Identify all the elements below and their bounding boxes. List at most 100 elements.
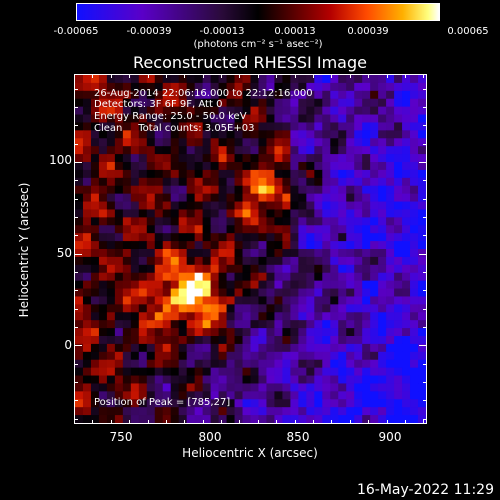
heatmap-pixel xyxy=(218,162,228,171)
heatmap-pixel xyxy=(194,177,204,187)
heatmap-pixel xyxy=(138,296,148,305)
heatmap-pixel xyxy=(75,122,84,131)
heatmap-pixel xyxy=(82,391,92,400)
heatmap-pixel xyxy=(210,343,220,353)
heatmap-pixel xyxy=(146,343,156,353)
heatmap-pixel xyxy=(306,90,315,100)
heatmap-pixel xyxy=(75,249,84,258)
heatmap-pixel xyxy=(242,75,252,84)
heatmap-pixel xyxy=(362,407,371,416)
heatmap-pixel xyxy=(146,106,156,116)
heatmap-pixel xyxy=(418,367,426,377)
heatmap-pixel xyxy=(242,177,252,187)
heatmap-pixel xyxy=(418,304,426,313)
heatmap-pixel xyxy=(330,201,339,211)
heatmap-pixel xyxy=(218,375,228,385)
heatmap-pixel xyxy=(122,75,132,84)
heatmap-pixel xyxy=(386,343,395,353)
heatmap-pixel xyxy=(242,82,252,92)
heatmap-pixel xyxy=(218,185,228,195)
heatmap-pixel xyxy=(202,154,212,163)
heatmap-pixel xyxy=(386,383,395,392)
heatmap-pixel xyxy=(410,122,419,131)
heatmap-pixel xyxy=(194,138,204,147)
heatmap-pixel xyxy=(370,75,379,84)
heatmap-pixel xyxy=(410,399,419,408)
heatmap-pixel xyxy=(234,185,244,195)
heatmap-pixel xyxy=(306,233,315,242)
heatmap-pixel xyxy=(298,359,307,369)
heatmap-pixel xyxy=(298,304,307,313)
heatmap-pixel xyxy=(370,138,379,147)
axis-tickmark xyxy=(423,180,427,182)
heatmap-pixel xyxy=(386,264,395,274)
heatmap-pixel xyxy=(354,391,363,400)
heatmap-pixel xyxy=(266,272,276,282)
heatmap-pixel xyxy=(258,272,268,282)
heatmap-pixel xyxy=(362,280,371,290)
axis-tickmark xyxy=(74,125,78,127)
heatmap-pixel xyxy=(114,312,124,321)
heatmap-pixel xyxy=(186,328,196,337)
heatmap-pixel xyxy=(194,201,204,211)
heatmap-pixel xyxy=(234,359,244,369)
axis-tickmark xyxy=(239,420,241,424)
heatmap-pixel xyxy=(194,75,204,84)
heatmap-pixel xyxy=(242,399,252,408)
heatmap-pixel xyxy=(402,233,411,242)
axis-tickmark xyxy=(404,420,406,424)
heatmap-pixel xyxy=(202,177,212,187)
heatmap-pixel xyxy=(82,209,92,218)
heatmap-pixel xyxy=(114,407,124,416)
heatmap-pixel xyxy=(234,320,244,329)
heatmap-pixel xyxy=(410,391,419,400)
heatmap-pixel xyxy=(282,217,291,226)
heatmap-pixel xyxy=(394,241,403,250)
heatmap-pixel xyxy=(314,280,323,290)
heatmap-pixel xyxy=(266,75,276,84)
heatmap-pixel xyxy=(194,185,204,195)
heatmap-pixel xyxy=(282,122,291,131)
heatmap-pixel xyxy=(386,209,395,218)
heatmap-pixel xyxy=(266,391,276,400)
heatmap-pixel xyxy=(146,407,156,416)
heatmap-pixel xyxy=(82,233,92,242)
heatmap-pixel xyxy=(114,90,124,100)
heatmap-pixel xyxy=(194,122,204,131)
heatmap-pixel xyxy=(306,359,315,369)
heatmap-pixel xyxy=(378,162,387,171)
heatmap-pixel xyxy=(418,193,426,203)
heatmap-pixel xyxy=(210,138,220,147)
heatmap-pixel xyxy=(138,154,148,163)
heatmap-pixel xyxy=(130,185,140,195)
heatmap-pixel xyxy=(186,304,196,313)
heatmap-pixel xyxy=(274,75,284,84)
heatmap-pixel xyxy=(362,256,371,266)
heatmap-pixel xyxy=(146,415,156,423)
heatmap-pixel xyxy=(402,359,411,369)
heatmap-pixel xyxy=(146,114,156,124)
heatmap-pixel xyxy=(250,106,260,116)
heatmap-pixel xyxy=(162,98,172,108)
heatmap-pixel xyxy=(218,399,228,408)
heatmap-pixel xyxy=(130,343,140,353)
heatmap-pixel xyxy=(338,336,347,345)
heatmap-pixel xyxy=(242,209,252,218)
heatmap-pixel xyxy=(218,122,228,131)
heatmap-pixel xyxy=(346,383,355,392)
heatmap-pixel xyxy=(290,114,299,124)
heatmap-pixel xyxy=(250,98,260,108)
heatmap-pixel xyxy=(202,114,212,124)
heatmap-pixel xyxy=(75,304,84,313)
heatmap-pixel xyxy=(314,399,323,408)
heatmap-pixel xyxy=(90,130,100,139)
heatmap-pixel xyxy=(418,351,426,361)
heatmap-pixel xyxy=(378,304,387,313)
heatmap-pixel xyxy=(418,98,426,108)
heatmap-pixel xyxy=(410,383,419,392)
heatmap-pixel xyxy=(194,296,204,305)
heatmap-pixel xyxy=(378,98,387,108)
heatmap-pixel xyxy=(410,114,419,124)
heatmap-pixel xyxy=(130,249,140,258)
heatmap-pixel xyxy=(186,98,196,108)
